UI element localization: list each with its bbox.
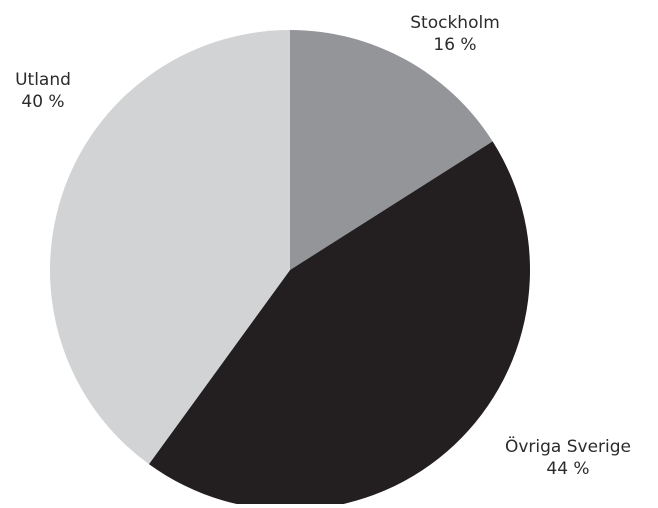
slice-label-stockholm: Stockholm 16 % (410, 12, 500, 56)
slice-name-stockholm: Stockholm (410, 13, 500, 33)
slice-value-ovriga-sverige: 44 % (546, 459, 590, 479)
slice-value-stockholm: 16 % (433, 35, 477, 55)
slice-label-ovriga-sverige: Övriga Sverige 44 % (505, 436, 631, 480)
pie-slice-stockholm (290, 29, 493, 270)
slice-name-utland: Utland (15, 70, 71, 90)
pie-slice-utland (50, 30, 290, 465)
slice-value-utland: 40 % (21, 92, 65, 112)
slice-name-ovriga-sverige: Övriga Sverige (504, 437, 632, 457)
slice-label-utland: Utland 40 % (15, 69, 71, 113)
pie-slice-ovriga-sverige (148, 141, 530, 508)
